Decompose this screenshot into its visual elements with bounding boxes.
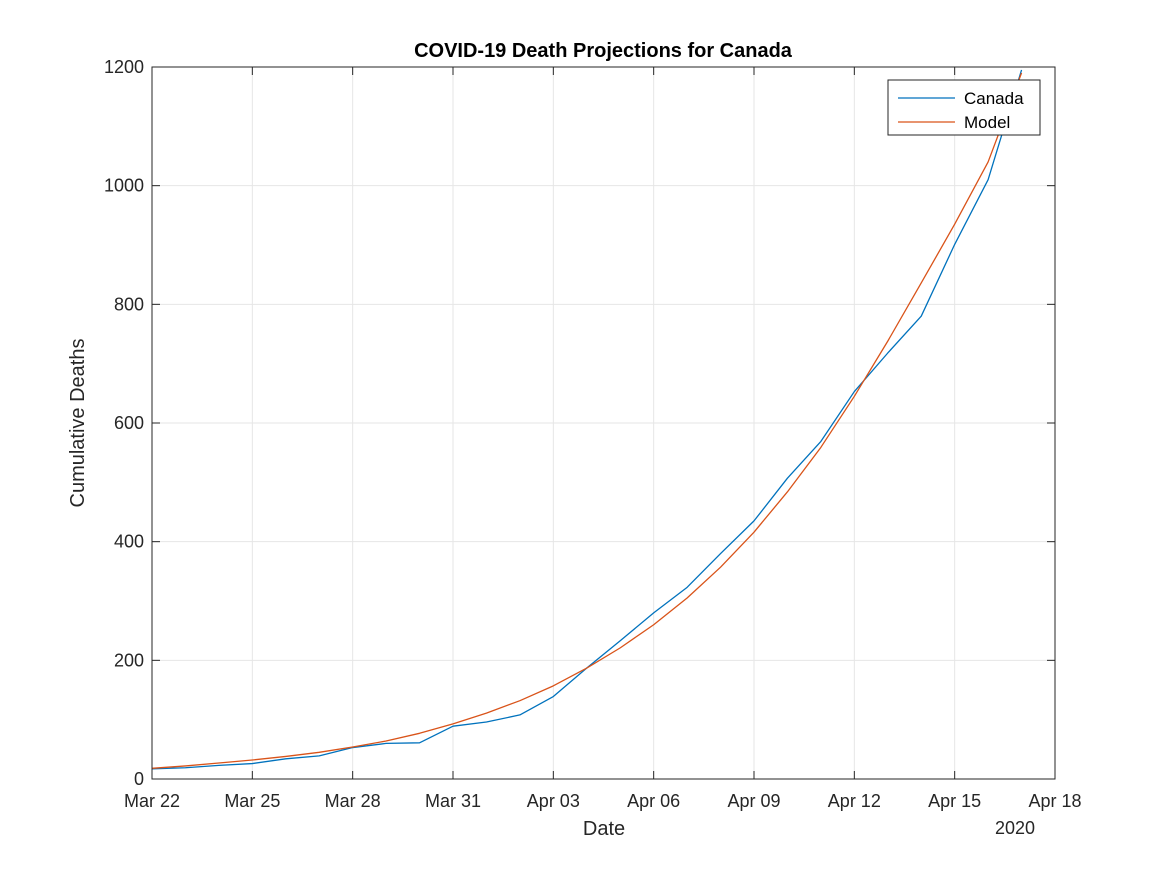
x-axis-title: Date — [583, 818, 625, 840]
y-tick-label: 400 — [114, 532, 144, 552]
x-tick-label: Apr 12 — [828, 791, 881, 811]
legend[interactable]: Canada Model — [887, 79, 1041, 136]
x-axis-year-label: 2020 — [995, 818, 1035, 838]
y-axis-tick-labels: 0 200 400 600 800 1000 1200 — [104, 57, 144, 789]
y-tick-label: 1200 — [104, 57, 144, 77]
x-tick-label: Mar 22 — [124, 791, 180, 811]
legend-label-model: Model — [964, 113, 1010, 132]
series-line-model — [152, 72, 1023, 769]
x-tick-label: Mar 31 — [425, 791, 481, 811]
grid-lines — [152, 67, 1055, 779]
legend-label-canada: Canada — [964, 89, 1024, 108]
y-tick-label: 1000 — [104, 176, 144, 196]
series-lines — [152, 69, 1023, 770]
legend-box — [887, 79, 1041, 136]
x-tick-label: Apr 09 — [727, 791, 780, 811]
y-tick-label: 0 — [134, 769, 144, 789]
y-axis-title: Cumulative Deaths — [67, 339, 89, 508]
y-tick-label: 200 — [114, 650, 144, 670]
y-tick-label: 600 — [114, 413, 144, 433]
x-tick-label: Apr 06 — [627, 791, 680, 811]
x-tick-label: Mar 28 — [325, 791, 381, 811]
axis-ticks — [151, 66, 1056, 780]
x-tick-label: Apr 03 — [527, 791, 580, 811]
chart-title: COVID-19 Death Projections for Canada — [414, 40, 793, 62]
x-tick-label: Apr 15 — [928, 791, 981, 811]
x-tick-label: Mar 25 — [224, 791, 280, 811]
x-tick-label: Apr 18 — [1028, 791, 1081, 811]
y-tick-label: 800 — [114, 294, 144, 314]
x-axis-tick-labels: Mar 22 Mar 25 Mar 28 Mar 31 Apr 03 Apr 06 Apr … — [124, 791, 1082, 811]
